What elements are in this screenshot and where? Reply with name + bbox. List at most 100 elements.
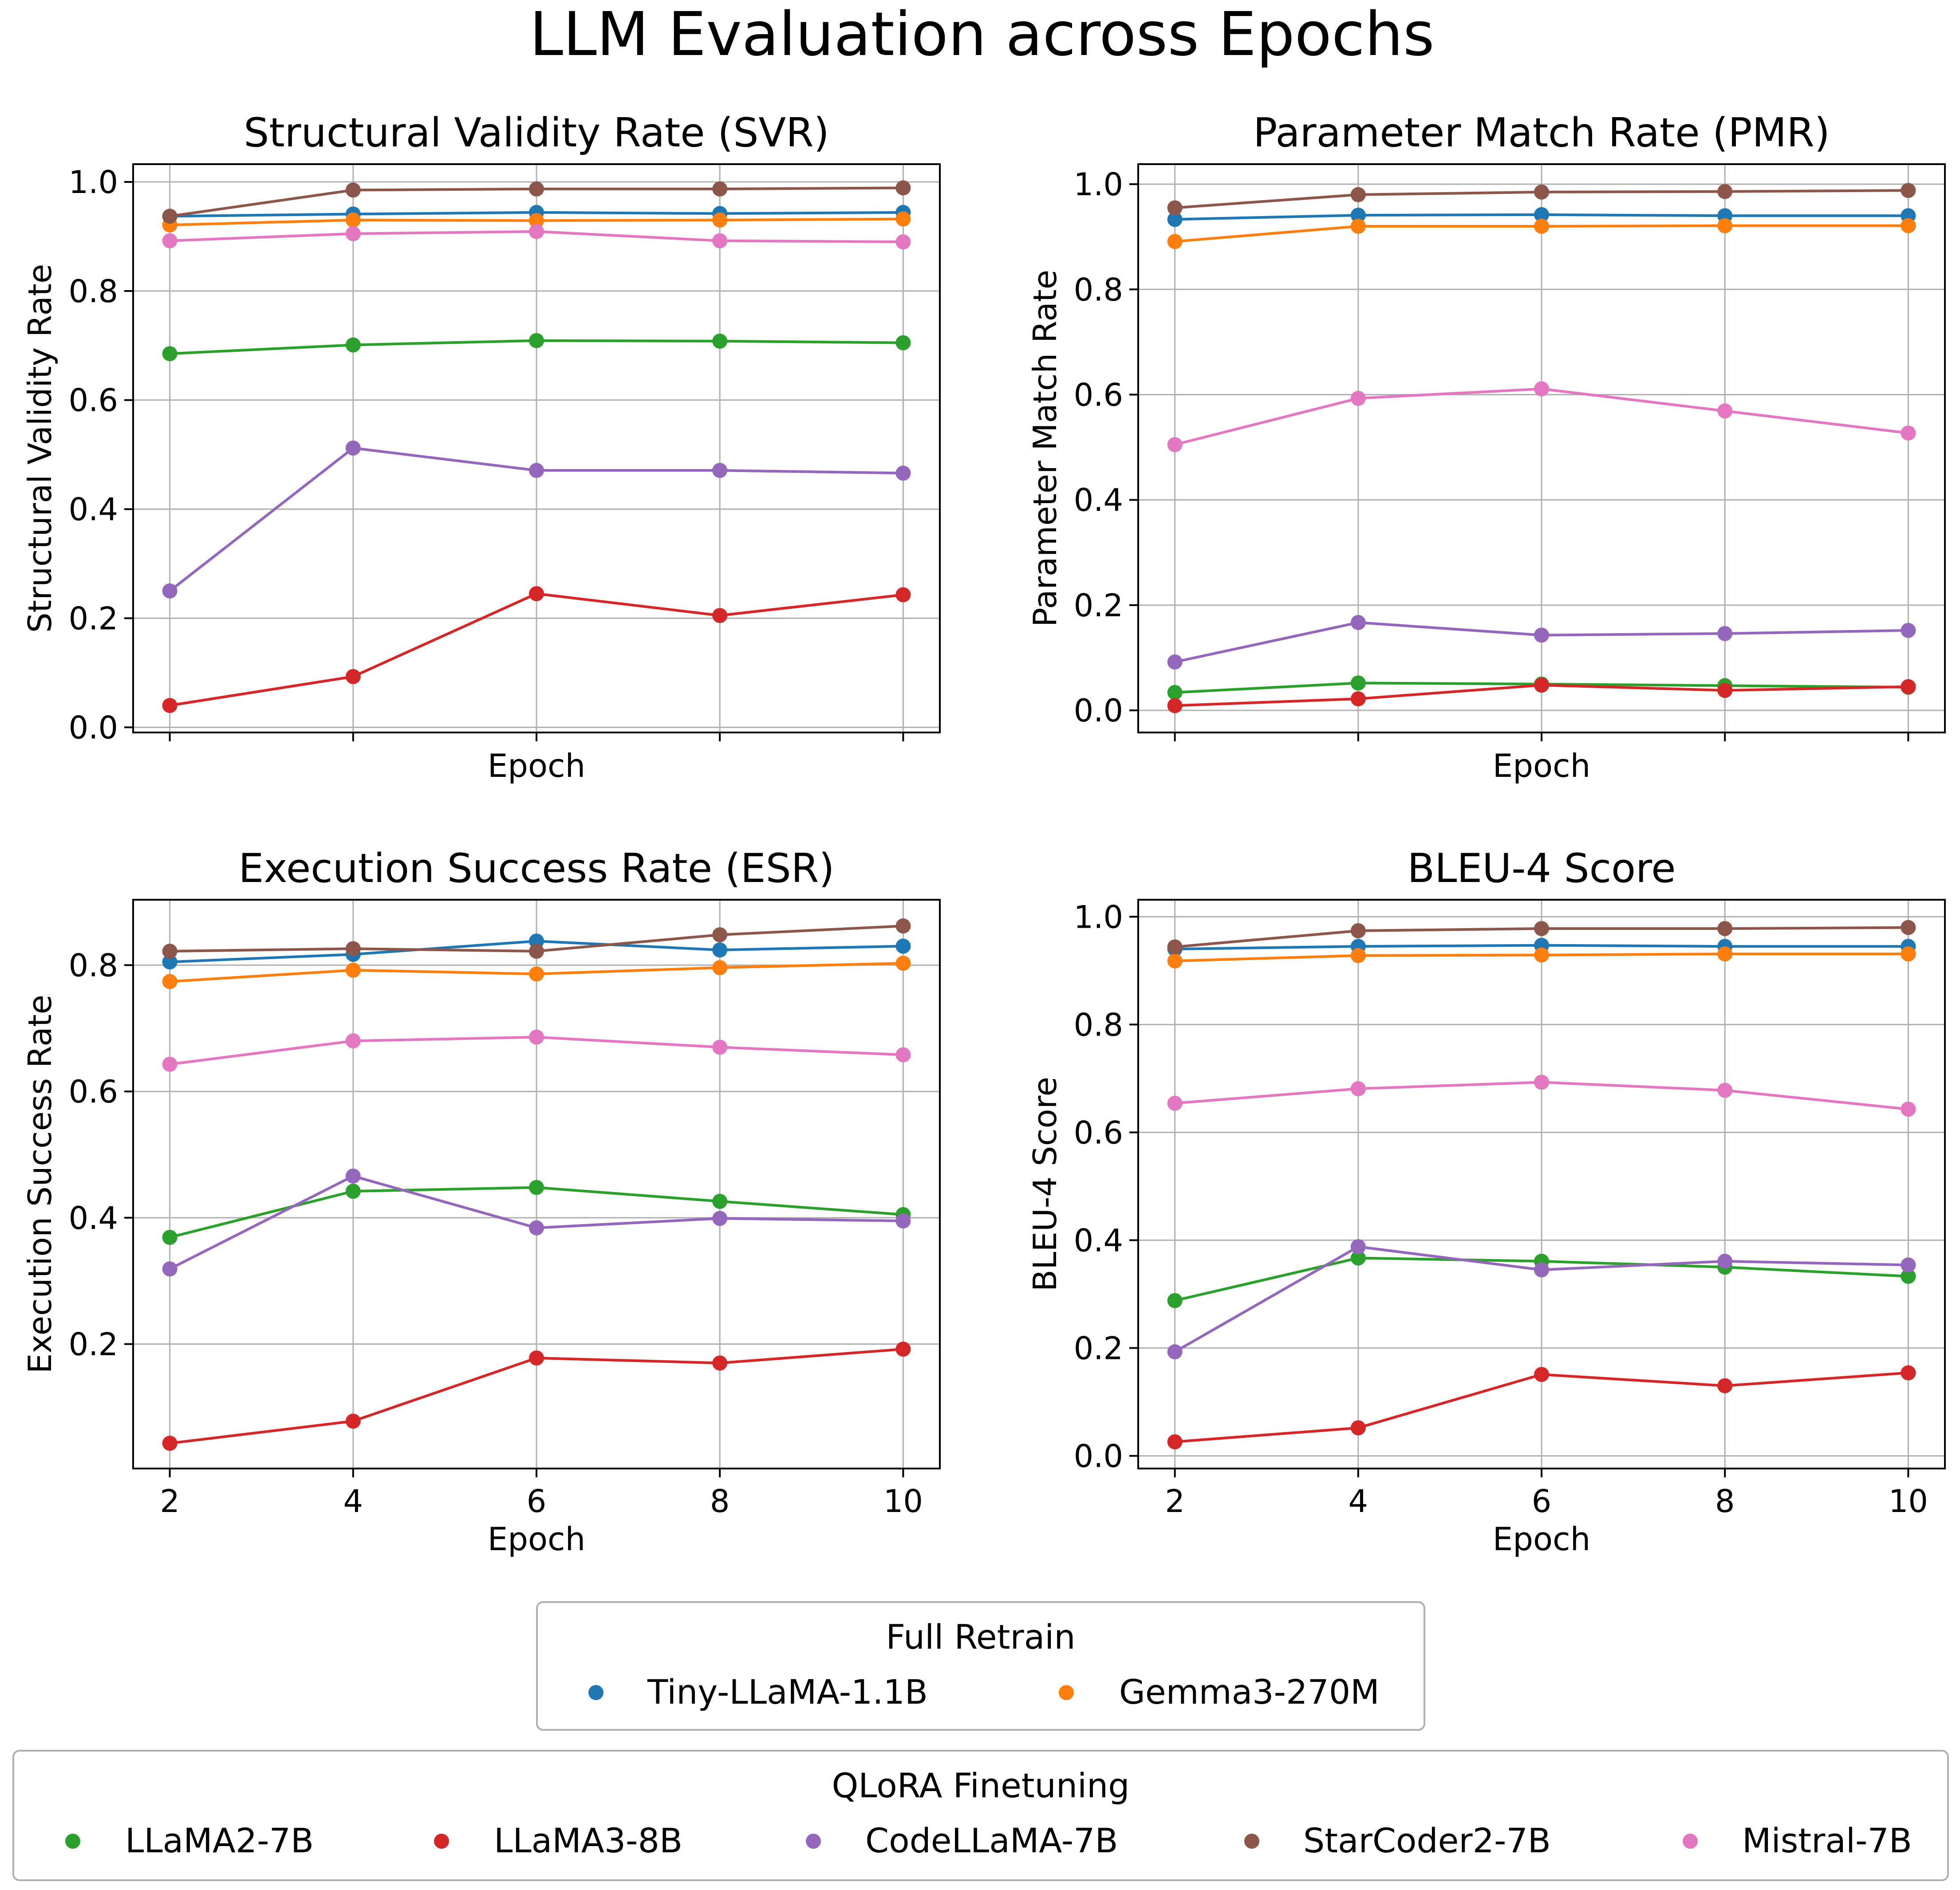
data-point	[1350, 1420, 1366, 1436]
legend-title: QLoRA Finetuning	[832, 1766, 1129, 1805]
y-tick-label: 0.8	[1074, 272, 1123, 308]
data-point	[712, 333, 728, 349]
data-point	[712, 1040, 728, 1055]
data-point	[345, 440, 361, 456]
data-point	[895, 1047, 911, 1063]
legend-entry: StarCoder2-7B	[1244, 1821, 1551, 1860]
data-point	[1350, 675, 1366, 691]
data-point	[529, 224, 544, 239]
legend-frame	[12, 1750, 1949, 1881]
data-point	[1534, 947, 1549, 963]
legend-marker-mistral	[1683, 1834, 1698, 1849]
data-point	[1350, 208, 1366, 223]
legend-entry: LLaMA3-8B	[434, 1821, 682, 1860]
data-point	[1534, 184, 1549, 200]
legend-marker-llama3	[434, 1834, 449, 1849]
data-point	[345, 1168, 361, 1184]
legend-frame	[536, 1601, 1425, 1731]
x-tick-label: 8	[1715, 1483, 1735, 1520]
legend-qlora-finetuning: QLoRA Finetuning LLaMA2-7B LLaMA3-8B Cod…	[12, 1750, 1949, 1881]
data-point	[1350, 1081, 1366, 1096]
data-point	[1717, 1378, 1733, 1394]
data-point	[1534, 921, 1549, 937]
data-point	[895, 211, 911, 227]
data-point	[1901, 183, 1916, 198]
data-point	[162, 1229, 177, 1245]
data-point	[1350, 948, 1366, 963]
data-point	[895, 1341, 911, 1357]
data-point	[1350, 218, 1366, 234]
legend-label: Mistral-7B	[1742, 1821, 1912, 1860]
x-axis-label: Epoch	[1493, 1520, 1590, 1558]
data-point	[529, 1180, 544, 1195]
legend-marker-gemma3	[1059, 1685, 1074, 1700]
data-point	[1901, 1257, 1916, 1273]
data-point	[1717, 921, 1733, 937]
chart-panel-2: 0.0 0.2 0.4 0.6 0.8 1.0 Parameter Match Rate (…	[1026, 110, 1946, 784]
data-point	[1717, 626, 1733, 642]
data-point	[162, 209, 177, 224]
data-point	[712, 213, 728, 228]
y-axis-label: Execution Success Rate	[21, 995, 59, 1374]
data-point	[1167, 654, 1183, 670]
y-tick-label: 0.2	[1074, 1330, 1123, 1366]
y-tick-label: 0.4	[69, 492, 118, 528]
y-tick-label: 1.0	[1074, 899, 1123, 935]
legend-label: StarCoder2-7B	[1303, 1821, 1551, 1860]
y-tick-label: 0.2	[69, 1327, 118, 1363]
data-point	[162, 954, 177, 970]
y-axis-label: Structural Validity Rate	[21, 264, 59, 633]
data-point	[712, 942, 728, 958]
y-tick-label: 0.2	[69, 600, 118, 637]
data-point	[1901, 946, 1916, 962]
data-point	[529, 213, 544, 228]
legend-marker-starcoder2	[1244, 1834, 1259, 1849]
data-point	[1534, 207, 1549, 222]
x-tick-label: 4	[1349, 1483, 1368, 1520]
chart-title: Parameter Match Rate (PMR)	[1253, 110, 1830, 156]
data-point	[1167, 234, 1183, 249]
data-point	[529, 1029, 544, 1045]
data-point	[1717, 946, 1733, 962]
data-point	[529, 586, 544, 602]
data-point	[895, 918, 911, 934]
y-tick-label: 1.0	[1074, 166, 1123, 203]
data-point	[1717, 403, 1733, 419]
legend-label: CodeLLaMA-7B	[865, 1821, 1118, 1860]
data-point	[162, 583, 177, 598]
x-axis-label: Epoch	[488, 1520, 585, 1558]
data-point	[1167, 200, 1183, 216]
data-point	[895, 180, 911, 196]
data-point	[529, 966, 544, 982]
data-point	[1901, 622, 1916, 638]
y-tick-label: 0.4	[1074, 1222, 1123, 1259]
data-point	[712, 1211, 728, 1226]
x-tick-label: 8	[710, 1483, 730, 1520]
data-point	[1167, 1095, 1183, 1111]
legend-full-retrain: Full Retrain Tiny-LLaMA-1.1B Gemma3-270M	[536, 1601, 1425, 1731]
data-point	[712, 1193, 728, 1209]
data-point	[712, 608, 728, 623]
data-point	[1534, 677, 1549, 693]
legend-marker-codellama	[806, 1834, 821, 1849]
data-point	[345, 941, 361, 957]
data-point	[345, 226, 361, 241]
data-point	[1901, 1268, 1916, 1284]
legend-entry: Mistral-7B	[1683, 1821, 1912, 1860]
data-point	[1167, 939, 1183, 955]
data-point	[1350, 1250, 1366, 1266]
data-point	[895, 335, 911, 350]
data-point	[712, 463, 728, 478]
data-point	[712, 1355, 728, 1371]
data-point	[529, 333, 544, 348]
data-point	[895, 938, 911, 954]
y-tick-label: 0.8	[69, 947, 118, 984]
data-point	[1350, 615, 1366, 630]
legend-label: LLaMA3-8B	[494, 1821, 682, 1860]
data-point	[1901, 920, 1916, 935]
data-point	[1534, 1366, 1549, 1382]
data-point	[1167, 1293, 1183, 1308]
y-tick-label: 0.4	[1074, 482, 1123, 519]
data-point	[1167, 212, 1183, 227]
y-tick-label: 0.0	[1074, 1438, 1123, 1474]
